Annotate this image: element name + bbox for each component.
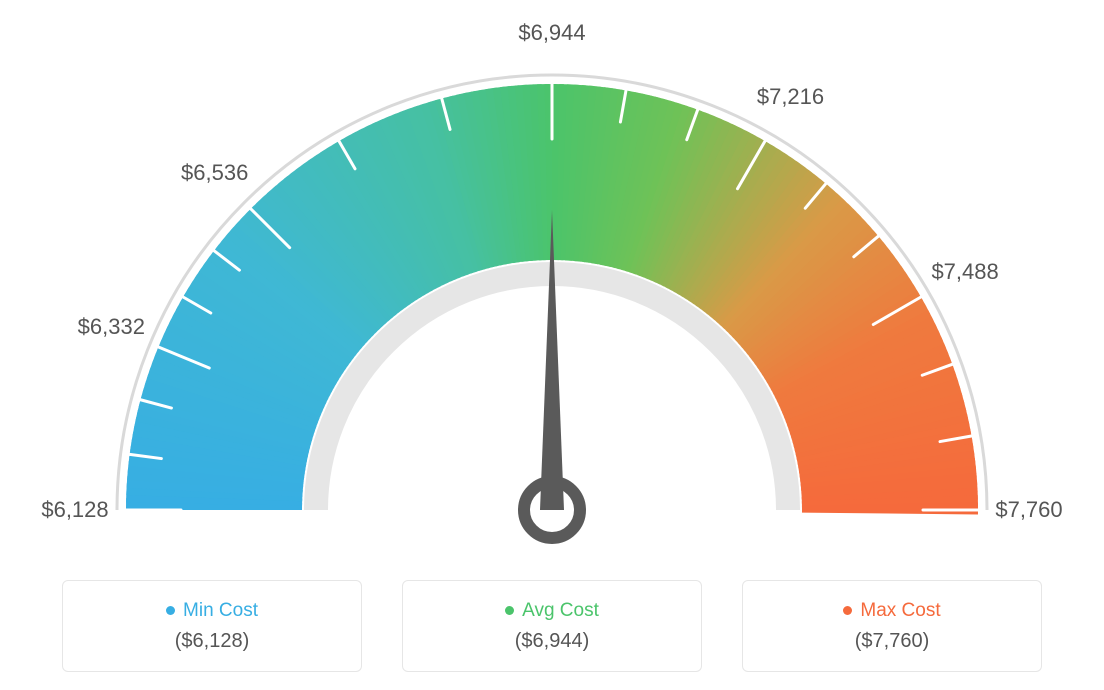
- tick-label-3: $6,944: [518, 20, 585, 46]
- legend-dot-min: [166, 606, 175, 615]
- tick-label-1: $6,332: [78, 314, 145, 340]
- legend-max-label: Max Cost: [860, 600, 940, 622]
- legend-min-value: ($6,128): [175, 630, 250, 653]
- legend-dot-avg: [505, 606, 514, 615]
- legend-max-top: Max Cost: [843, 600, 940, 622]
- legend-max-value: ($7,760): [855, 630, 930, 653]
- legend-avg-value: ($6,944): [515, 630, 590, 653]
- legend-min-label: Min Cost: [183, 600, 258, 622]
- tick-label-0: $6,128: [41, 497, 108, 523]
- tick-label-5: $7,488: [931, 259, 998, 285]
- cost-gauge: $6,128 $6,332 $6,536 $6,944 $7,216 $7,48…: [0, 0, 1104, 560]
- tick-label-6: $7,760: [995, 497, 1062, 523]
- legend-card-min: Min Cost ($6,128): [62, 580, 362, 672]
- legend-card-avg: Avg Cost ($6,944): [402, 580, 702, 672]
- tick-label-4: $7,216: [757, 84, 824, 110]
- legend-avg-top: Avg Cost: [505, 600, 599, 622]
- legend-card-max: Max Cost ($7,760): [742, 580, 1042, 672]
- legend-avg-label: Avg Cost: [522, 600, 599, 622]
- legend-row: Min Cost ($6,128) Avg Cost ($6,944) Max …: [0, 580, 1104, 672]
- tick-label-2: $6,536: [181, 160, 248, 186]
- legend-dot-max: [843, 606, 852, 615]
- legend-min-top: Min Cost: [166, 600, 258, 622]
